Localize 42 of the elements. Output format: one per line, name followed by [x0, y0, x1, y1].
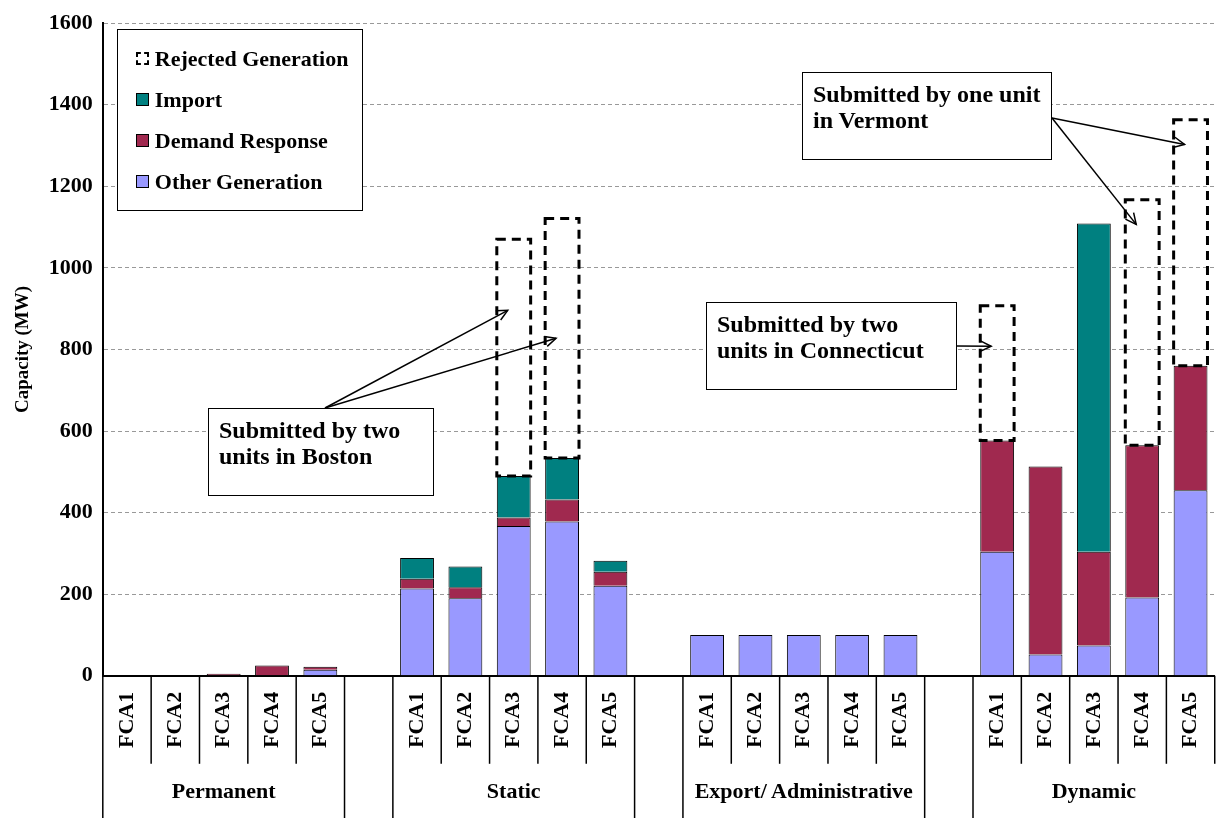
y-tick-label: 800 [59, 335, 93, 361]
legend-label: Demand Response [154, 127, 328, 154]
x-tick-label: FCA5 [306, 691, 332, 748]
annotation: Submitted by one unit in Vermont [802, 72, 1052, 160]
x-tick-label: FCA5 [596, 691, 622, 748]
annotation: Submitted by two units in Boston [208, 408, 434, 496]
legend-label: Import [154, 86, 223, 113]
x-tick-label: FCA3 [209, 691, 235, 748]
x-tick-label: FCA3 [499, 691, 525, 748]
y-axis-title: Capacity (MW) [11, 285, 34, 414]
y-tick-label: 1000 [48, 253, 93, 279]
annotation: Submitted by two units in Connecticut [706, 302, 957, 390]
y-tick-label: 1200 [48, 172, 93, 198]
legend-label: Other Generation [154, 168, 323, 195]
bar [543, 217, 581, 460]
x-tick-label: FCA4 [837, 691, 863, 748]
y-tick-label: 400 [59, 498, 93, 524]
x-tick-label: FCA4 [547, 691, 573, 748]
x-tick-label: FCA2 [161, 691, 186, 748]
x-tick-label: FCA4 [257, 691, 283, 748]
x-tick-label: FCA3 [789, 691, 815, 748]
text: Permanent [170, 777, 277, 804]
x-tick-label: FCA2 [451, 691, 477, 748]
x-tick-label: FCA3 [1079, 691, 1105, 748]
legend-label: Rejected Generation [154, 45, 349, 72]
y-tick-label: 1400 [48, 90, 93, 116]
x-tick-label: FCA2 [1031, 691, 1057, 748]
text: Static [485, 777, 542, 804]
x-tick-label: FCA5 [886, 691, 912, 748]
x-tick-label: FCA5 [1176, 691, 1202, 748]
text: Export/ Administrative [693, 777, 914, 804]
x-tick-label: FCA1 [692, 691, 718, 748]
x-tick-label: FCA1 [112, 691, 138, 748]
y-tick-label: 200 [59, 579, 93, 605]
y-tick-label: 1600 [48, 8, 93, 34]
x-tick-label: FCA1 [982, 691, 1008, 748]
x-tick-label: FCA1 [402, 691, 428, 748]
x-tick-label: FCA2 [741, 691, 767, 748]
y-tick-label: 0 [81, 661, 93, 687]
text: Dynamic [1050, 777, 1137, 804]
y-tick-label: 600 [59, 416, 93, 442]
x-tick-label: FCA4 [1127, 691, 1153, 748]
